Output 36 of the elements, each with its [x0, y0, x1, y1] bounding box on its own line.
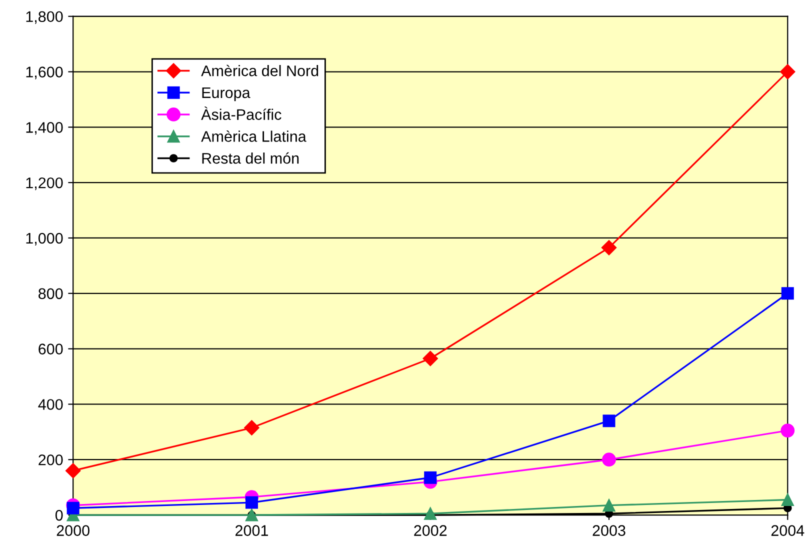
y-tick-label: 1,400: [26, 122, 63, 135]
point: [602, 414, 616, 428]
point: [602, 452, 616, 467]
legend-label: Amèrica del Nord: [201, 64, 318, 76]
x-tick-label: 2004: [771, 525, 804, 536]
point: [601, 240, 617, 256]
x-tick-label: 2001: [235, 525, 268, 536]
point: [244, 420, 260, 436]
legend-label: Europa: [202, 87, 250, 102]
x-tick-label: 2003: [592, 525, 626, 536]
y-tick-label: 800: [38, 288, 63, 300]
legend-label: Àsia-Pacífic: [201, 106, 282, 120]
point: [780, 424, 795, 438]
point: [780, 64, 796, 80]
point: [781, 494, 794, 506]
point: [66, 502, 80, 514]
legend-label: Amèrica Llatina: [201, 130, 306, 142]
point: [245, 508, 258, 522]
y-tick-label: 1,000: [26, 232, 63, 246]
legend-label: Resta del món: [202, 152, 299, 164]
y-tick-label: 600: [38, 344, 63, 354]
y-tick-label: 1,600: [26, 66, 63, 80]
point: [245, 496, 258, 509]
y-tick-label: 1,800: [26, 11, 63, 24]
x-tick-label: 2002: [414, 525, 447, 536]
y-tick-label: 1,200: [26, 177, 63, 190]
point: [602, 499, 616, 512]
point: [66, 463, 81, 478]
y-tick-label: 0: [55, 510, 63, 521]
y-tick-label: 400: [38, 399, 63, 410]
y-tick-label: 200: [38, 454, 63, 466]
point: [422, 350, 438, 366]
point: [424, 471, 437, 484]
point: [424, 507, 437, 520]
point: [781, 287, 794, 300]
x-tick-label: 2000: [56, 525, 90, 536]
